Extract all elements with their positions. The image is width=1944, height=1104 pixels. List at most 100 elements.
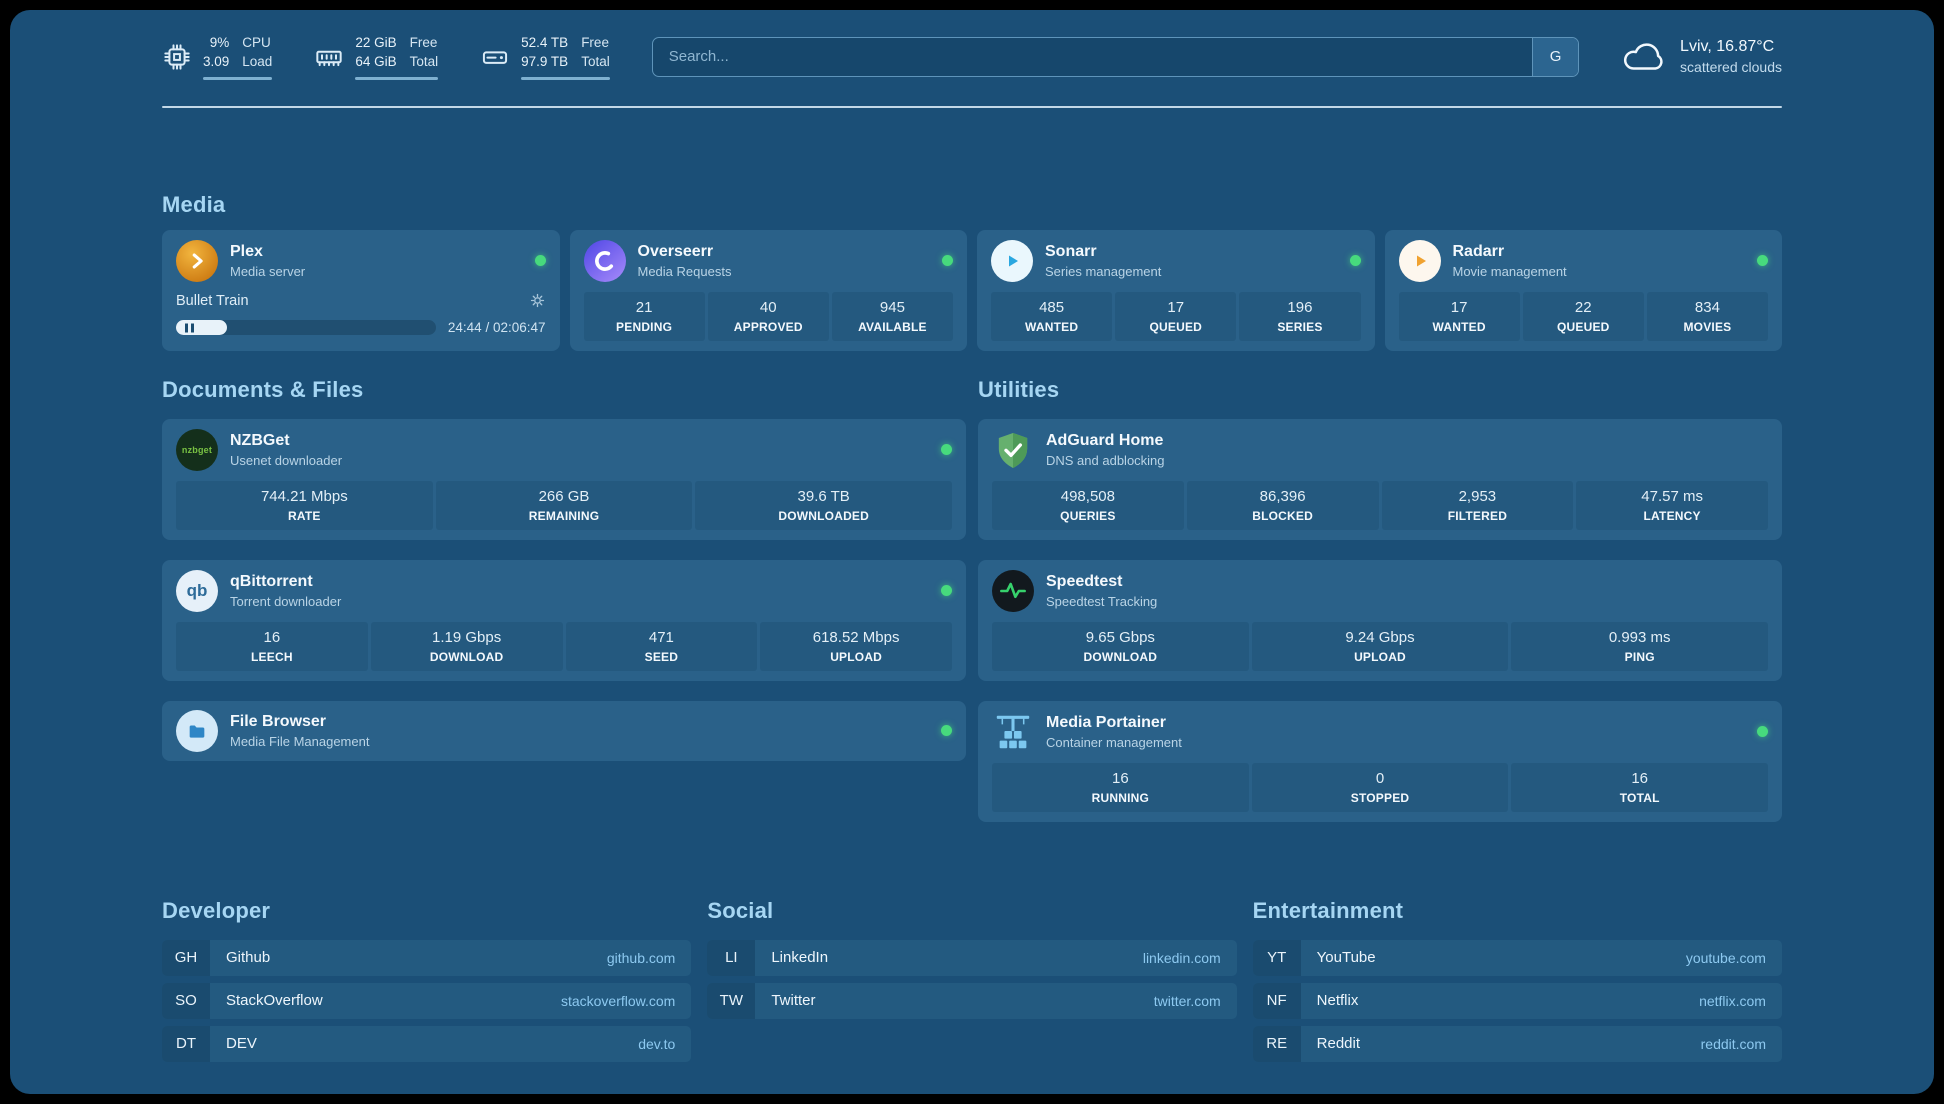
memory-icon xyxy=(314,42,344,72)
portainer-icon xyxy=(992,711,1034,753)
bookmark-url: youtube.com xyxy=(1685,949,1766,966)
bookmark-abbr: SO xyxy=(162,982,210,1019)
bookmark-name: DEV xyxy=(226,1035,257,1053)
pause-icon[interactable] xyxy=(185,323,194,333)
service-title: Radarr xyxy=(1452,242,1505,260)
sonarr-icon xyxy=(991,239,1033,282)
status-dot xyxy=(942,255,953,267)
memory-total-value: 64 GiB xyxy=(355,53,397,69)
radarr-icon xyxy=(1398,239,1441,282)
bookmark-name: Reddit xyxy=(1316,1035,1361,1053)
stat-tile: 17 QUEUED xyxy=(1115,291,1237,341)
service-subtitle: Movie management xyxy=(1452,263,1567,279)
bookmark-stackoverflow[interactable]: SO StackOverflow stackoverflow.com xyxy=(162,982,692,1019)
radarr-card[interactable]: Radarr Movie management 17 WANTED 22 QUEUE… xyxy=(1384,229,1782,351)
bookmark-reddit[interactable]: RE Reddit reddit.com xyxy=(1252,1025,1782,1062)
bookmark-youtube[interactable]: YT YouTube youtube.com xyxy=(1252,939,1782,976)
top-bar: 9% 3.09 CPU Load xyxy=(162,34,1782,80)
header-divider xyxy=(162,105,1782,108)
filebrowser-card[interactable]: File Browser Media File Management xyxy=(162,700,966,761)
bookmark-url: linkedin.com xyxy=(1142,949,1221,966)
bookmark-name: YouTube xyxy=(1316,949,1376,967)
stat-tile: 16 LEECH xyxy=(176,621,368,671)
service-title: File Browser xyxy=(230,712,327,730)
filebrowser-icon xyxy=(176,709,218,752)
memory-stat: 22 GiB 64 GiB Free Total xyxy=(314,34,439,80)
disk-total-value: 97.9 TB xyxy=(521,53,569,69)
bookmark-github[interactable]: GH Github github.com xyxy=(162,939,692,976)
sonarr-card[interactable]: Sonarr Series management 485 WANTED 17 QUE… xyxy=(977,229,1375,351)
speedtest-icon xyxy=(992,569,1034,612)
stat-tile: 834 MOVIES xyxy=(1646,291,1769,341)
bookmark-group-entertainment: Entertainment YT YouTube youtube.com NF … xyxy=(1252,897,1782,1069)
overseerr-icon xyxy=(583,239,626,282)
bookmark-dev[interactable]: DT DEV dev.to xyxy=(162,1025,692,1062)
stat-tile: 618.52 Mbps UPLOAD xyxy=(760,621,952,671)
disk-total-label: Total xyxy=(581,53,610,69)
stat-tile: 498,508 QUERIES xyxy=(992,480,1184,530)
dashboard: 9% 3.09 CPU Load xyxy=(10,10,1934,1094)
status-dot xyxy=(941,585,952,597)
bookmark-url: netflix.com xyxy=(1699,992,1766,1009)
disk-usage-bar xyxy=(521,77,610,80)
bookmark-url: twitter.com xyxy=(1153,992,1221,1009)
stat-tile: 40 APPROVED xyxy=(707,291,829,341)
playback-progress-bar[interactable] xyxy=(176,320,436,336)
bookmark-name: Github xyxy=(226,949,271,967)
adguard-icon xyxy=(992,429,1034,471)
section-utilities: Utilities AdGuard Home DNS and xyxy=(978,377,1782,842)
section-title-media: Media xyxy=(162,191,226,217)
bookmark-url: reddit.com xyxy=(1700,1035,1766,1052)
stat-tile: 17 WANTED xyxy=(1398,291,1520,341)
cpu-load-value: 3.09 xyxy=(203,53,230,69)
search-bar: G xyxy=(651,36,1580,77)
bookmark-group-title: Entertainment xyxy=(1252,897,1404,923)
gear-icon[interactable] xyxy=(529,292,546,309)
plex-icon xyxy=(176,239,218,282)
service-title: Overseerr xyxy=(637,242,714,260)
service-title: Media Portainer xyxy=(1046,713,1167,731)
service-subtitle: Usenet downloader xyxy=(230,452,343,468)
bookmark-linkedin[interactable]: LI LinkedIn linkedin.com xyxy=(707,939,1237,976)
disk-free-label: Free xyxy=(581,35,609,50)
adguard-card[interactable]: AdGuard Home DNS and adblocking 498,508 Q… xyxy=(978,418,1782,540)
section-media: Media Plex Media server xyxy=(162,192,1782,351)
status-dot xyxy=(1757,726,1768,738)
service-title: AdGuard Home xyxy=(1046,431,1164,449)
service-subtitle: Media Requests xyxy=(637,263,732,279)
section-title-documents: Documents & Files xyxy=(162,376,364,402)
nzbget-icon: nzbget xyxy=(176,428,218,471)
portainer-card[interactable]: Media Portainer Container management 16 R… xyxy=(978,700,1782,822)
qbittorrent-card[interactable]: qb qBittorrent Torrent downloader 16 LEEC… xyxy=(162,559,966,681)
nzbget-card[interactable]: nzbget NZBGet Usenet downloader 744.21 M… xyxy=(162,418,966,540)
bookmark-abbr: GH xyxy=(162,939,210,976)
cpu-usage-value: 9% xyxy=(209,35,230,50)
speedtest-card[interactable]: Speedtest Speedtest Tracking 9.65 Gbps DO… xyxy=(978,559,1782,681)
bookmark-netflix[interactable]: NF Netflix netflix.com xyxy=(1252,982,1782,1019)
stat-tile: 86,396 BLOCKED xyxy=(1186,480,1379,530)
status-dot xyxy=(1757,255,1768,267)
stat-tile: 22 QUEUED xyxy=(1522,291,1644,341)
overseerr-card[interactable]: Overseerr Media Requests 21 PENDING 40 APP… xyxy=(569,229,967,351)
stat-tile: 471 SEED xyxy=(565,621,758,671)
stat-tile: 485 WANTED xyxy=(991,291,1113,341)
plex-card[interactable]: Plex Media server Bullet Train xyxy=(162,229,560,351)
cpu-load-label: Load xyxy=(242,53,273,69)
bookmark-url: github.com xyxy=(606,949,676,966)
service-subtitle: Container management xyxy=(1046,734,1182,750)
stat-tile: 9.24 Gbps UPLOAD xyxy=(1251,621,1509,671)
disk-icon xyxy=(480,42,510,72)
search-input[interactable] xyxy=(652,37,1533,76)
service-subtitle: Media server xyxy=(230,263,306,279)
weather-condition: scattered clouds xyxy=(1680,59,1782,76)
cpu-stat: 9% 3.09 CPU Load xyxy=(162,34,273,80)
service-subtitle: Media File Management xyxy=(230,733,370,749)
stat-tile: 196 SERIES xyxy=(1239,291,1361,341)
bookmark-twitter[interactable]: TW Twitter twitter.com xyxy=(707,982,1237,1019)
service-subtitle: DNS and adblocking xyxy=(1046,452,1165,468)
stat-tile: 744.21 Mbps RATE xyxy=(176,480,433,530)
memory-total-label: Total xyxy=(409,53,439,69)
search-engine-button[interactable]: G xyxy=(1532,37,1579,76)
playback-progress-fill xyxy=(176,320,227,336)
service-title: Plex xyxy=(230,242,263,260)
